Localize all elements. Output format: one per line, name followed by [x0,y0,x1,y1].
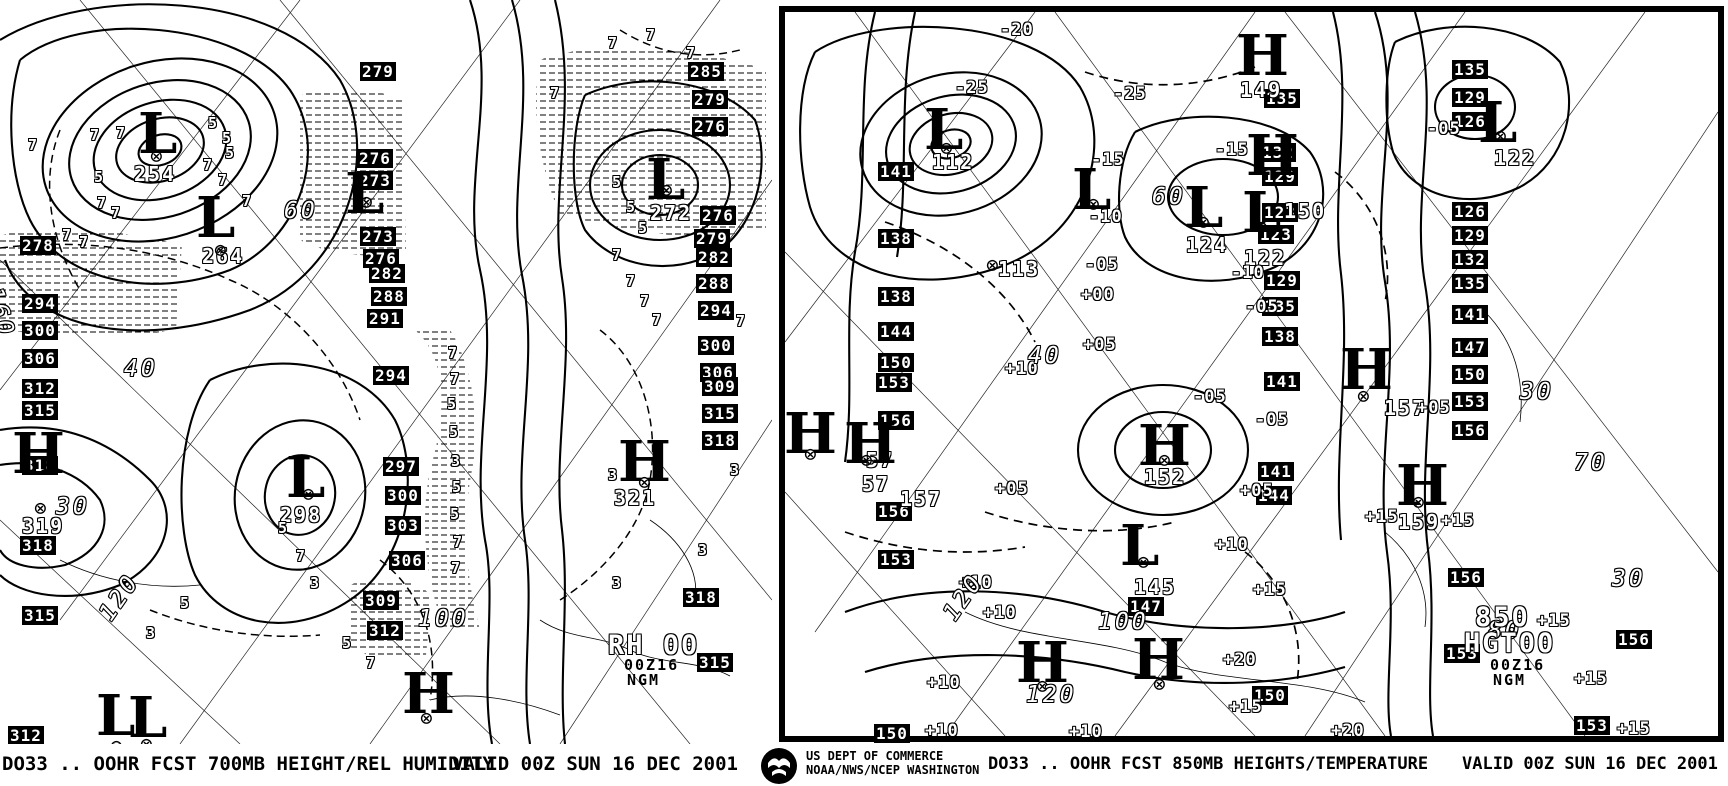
agency-line1: US DEPT OF COMMERCE [806,749,944,763]
right-valid-caption: VALID 00Z SUN 16 DEC 2001 [1462,754,1718,774]
right-product-caption: DO33 .. OOHR FCST 850MB HEIGHTS/TEMPERAT… [988,754,1429,774]
left-valid-caption: VALID 00Z SUN 16 DEC 2001 [452,753,738,775]
agency-text: US DEPT OF COMMERCE NOAA/NWS/NCEP WASHIN… [806,749,979,777]
map-panel-700mb [0,0,772,744]
map-panel-850mb [779,6,1724,742]
noaa-bird-icon [760,747,798,786]
agency-line2: NOAA/NWS/NCEP WASHINGTON [806,763,980,777]
contour-art-850mb [785,12,1718,736]
contour-art-700mb [0,0,772,744]
left-product-caption: DO33 .. OOHR FCST 700MB HEIGHT/REL HUMID… [2,753,494,775]
caption-strip: DO33 .. OOHR FCST 700MB HEIGHT/REL HUMID… [0,744,1728,786]
